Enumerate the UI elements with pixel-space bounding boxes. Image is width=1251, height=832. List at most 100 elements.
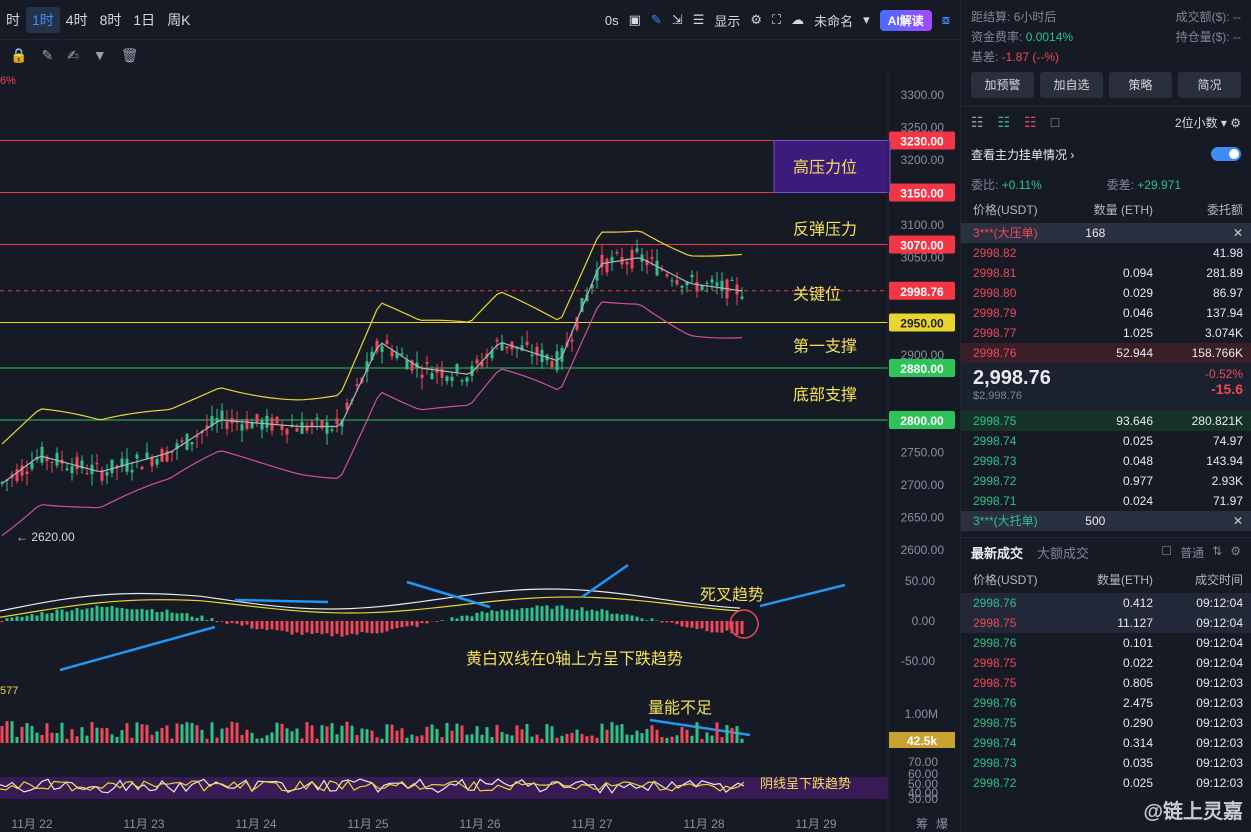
timeframe-1h[interactable]: 1时 [26, 6, 60, 33]
macd-bar [200, 615, 204, 621]
level-tag [889, 411, 955, 429]
candle-body [95, 462, 99, 465]
macd-bar [305, 621, 309, 633]
add-favorite-button[interactable]: 加自选 [1040, 72, 1103, 98]
expand-icon[interactable]: ⇲ [671, 12, 683, 27]
pencil-icon[interactable]: ✎ [650, 12, 662, 27]
volume-bar [345, 721, 349, 743]
lock-icon[interactable]: 🔒 [10, 46, 28, 63]
main-orders-link[interactable]: 查看主力挂单情况 [971, 147, 1068, 162]
book-amount-header[interactable]: 委托额 [1206, 203, 1243, 217]
candle-body [700, 285, 704, 291]
camera-icon[interactable]: ▣ [628, 12, 641, 27]
trade-row: 2998.74 0.314 09:12:03 [961, 733, 1251, 753]
book-qty-header[interactable]: 数量 (ETH) [1093, 203, 1153, 217]
candle-body [20, 465, 24, 476]
timeframe-8h[interactable]: 8时 [99, 11, 122, 28]
big-bid-bar[interactable]: 3***(大托单) 500 ✕ [961, 511, 1251, 531]
book-row[interactable]: 2998.77 1.025 3.074K [961, 323, 1251, 343]
candle-body [445, 376, 449, 381]
book-ask-icon[interactable]: ☷ [1024, 113, 1037, 130]
volume-bar [115, 736, 119, 743]
macd-bar [95, 605, 99, 621]
macd-bar [645, 620, 649, 621]
gear-icon[interactable]: ⚙ [1230, 544, 1241, 558]
cloud-icon[interactable]: ☁ [791, 12, 805, 27]
book-row[interactable]: 2998.80 0.029 86.97 [961, 283, 1251, 303]
decimals-select[interactable]: 2位小数 [1174, 115, 1218, 130]
gear-icon[interactable]: ⚙ [750, 12, 763, 27]
volume-bar [280, 723, 284, 743]
main-orders-toggle[interactable] [1211, 147, 1241, 161]
book-compact-icon[interactable]: □ [1050, 113, 1060, 130]
book-row[interactable]: 2998.71 0.024 71.97 [961, 491, 1251, 511]
timeframe-4h[interactable]: 4时 [65, 11, 88, 28]
filter-icon[interactable]: ▼ [92, 47, 107, 63]
macd-bar [610, 613, 614, 621]
row-price: 2998.71 [973, 494, 1017, 508]
tab-large-trades[interactable]: 大额成交 [1037, 546, 1090, 561]
close-icon[interactable]: ✕ [1232, 226, 1243, 240]
book-row[interactable]: 2998.82 41.98 [961, 243, 1251, 263]
trade-row: 2998.76 0.412 09:12:04 [961, 593, 1251, 613]
fullscreen-icon[interactable]: ⛶ [772, 12, 782, 27]
macd-bar [120, 608, 124, 621]
brush-icon[interactable]: ✍ [67, 46, 79, 63]
timeframe-partial[interactable]: 时 [6, 11, 20, 28]
chart-area[interactable]: 时 1时 4时 8时 1日 周K 0s ▣ ✎ ⇲ ☰ 显示 ⚙ ⛶ ☁ 未命名… [0, 0, 960, 832]
trash-icon[interactable]: 🗑 [120, 46, 139, 63]
candle-body [160, 449, 164, 462]
share-icon[interactable]: ⧇ [941, 12, 950, 27]
book-row[interactable]: 2998.73 0.048 143.94 [961, 451, 1251, 471]
candle-body [180, 440, 184, 442]
macd-bar [550, 608, 554, 621]
add-alert-button[interactable]: 加预警 [971, 72, 1034, 98]
timeframe-1d[interactable]: 1日 [133, 11, 156, 28]
trade-price: 2998.74 [973, 736, 1017, 750]
volume-bar [500, 732, 504, 743]
candle-body [575, 317, 579, 330]
sort-icon[interactable]: ⇅ [1212, 544, 1223, 558]
candle-body [15, 469, 19, 481]
rsi-tick: 40.00 [908, 786, 938, 800]
layout-name[interactable]: 未命名 [814, 13, 854, 29]
chevron-down-icon[interactable]: ▾ [863, 12, 870, 27]
tab-latest-trades[interactable]: 最新成交 [971, 546, 1024, 561]
timeframe-1w[interactable]: 周K [167, 11, 191, 28]
book-row[interactable]: 2998.79 0.046 137.94 [961, 303, 1251, 323]
trade-qty-header[interactable]: 数量(ETH) [1097, 573, 1153, 587]
price-tick: 2750.00 [901, 446, 945, 460]
book-row[interactable]: 2998.75 93.646 280.821K [961, 411, 1251, 431]
trade-price: 2998.75 [973, 616, 1017, 630]
big-ask-bar[interactable]: 3***(大压单) 168 ✕ [961, 223, 1251, 243]
volume-bar [140, 724, 144, 743]
volume-bar [145, 724, 149, 743]
ai-button[interactable]: AI解读 [879, 9, 932, 31]
candle-body [315, 417, 319, 419]
candle-body [440, 368, 444, 378]
volume-bar [30, 725, 34, 743]
overview-button[interactable]: 简况 [1178, 72, 1241, 98]
book-bid-icon[interactable]: ☷ [997, 113, 1011, 130]
volume-bar [165, 725, 169, 743]
book-row[interactable]: 2998.74 0.025 74.97 [961, 431, 1251, 451]
macd-bar [45, 613, 49, 621]
display-button[interactable]: 显示 [714, 13, 741, 29]
sliders-icon[interactable]: ☰ [692, 12, 705, 27]
price-chart[interactable]: 3300.00 3250.00 3200.00 3100.00 3050.00 2900.… [0, 70, 960, 832]
book-both-icon[interactable]: ☷ [971, 113, 984, 130]
book-row[interactable]: 2998.72 0.977 2.93K [961, 471, 1251, 491]
row-qty: 0.977 [1122, 474, 1153, 488]
macd-bar [255, 621, 259, 630]
edit-icon[interactable]: ✎ [41, 46, 54, 63]
close-icon[interactable]: ✕ [1232, 514, 1243, 528]
checkbox-icon[interactable]: ☐ [1161, 544, 1173, 558]
book-row[interactable]: 2998.81 0.094 281.89 [961, 263, 1251, 283]
settings-icon[interactable]: ⚙ [1230, 115, 1241, 130]
volume-bar [315, 738, 319, 743]
last-price: 2,998.76 [973, 367, 1051, 389]
candle-body [655, 260, 659, 276]
strategy-button[interactable]: 策略 [1109, 72, 1172, 98]
book-row[interactable]: 2998.76 52.944 158.766K [961, 343, 1251, 363]
candle-body [65, 468, 69, 471]
